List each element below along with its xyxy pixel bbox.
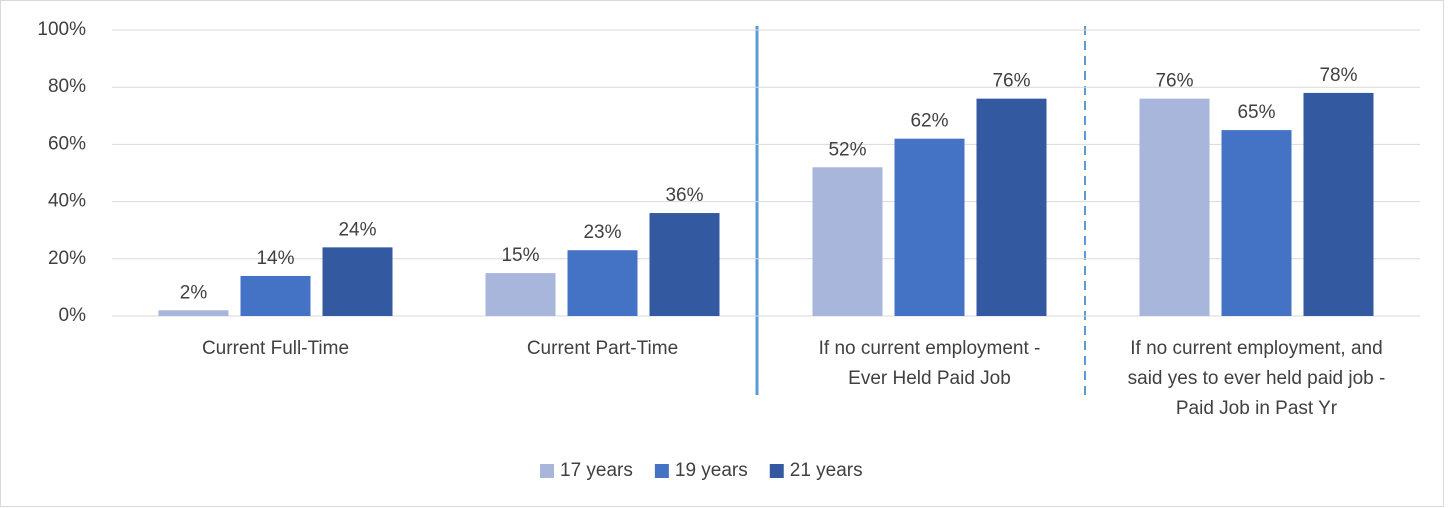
x-tick-label: If no current employment - Ever Held Pai… <box>818 338 1041 389</box>
x-tick-label: If no current employment, and said yes t… <box>1127 338 1386 419</box>
bar <box>976 98 1047 316</box>
data-label: 15% <box>501 245 539 266</box>
bar <box>240 275 311 316</box>
data-label: 36% <box>665 185 703 206</box>
bar <box>1221 130 1292 316</box>
bar <box>158 310 229 316</box>
x-tick-label: Current Part-Time <box>526 338 679 359</box>
y-tick-label: 40% <box>48 191 86 212</box>
data-label: 23% <box>583 222 621 243</box>
y-tick-label: 0% <box>59 305 87 326</box>
x-tick-label: Current Full-Time <box>201 338 350 359</box>
legend-swatch <box>540 464 554 478</box>
bar <box>322 247 393 316</box>
y-tick-label: 80% <box>48 76 86 97</box>
legend-swatch <box>654 464 669 478</box>
legend-swatch <box>769 464 784 478</box>
y-tick-label: 60% <box>48 133 86 154</box>
data-label: 76% <box>992 71 1030 92</box>
legend-label: 19 years <box>675 460 748 481</box>
data-label: 52% <box>828 139 866 160</box>
data-label: 14% <box>256 248 294 269</box>
bar <box>812 167 883 316</box>
data-label: 76% <box>1155 71 1193 92</box>
data-label: 62% <box>910 111 948 132</box>
bar <box>485 273 556 316</box>
y-tick-label: 20% <box>48 248 86 269</box>
bar <box>649 213 720 316</box>
bar <box>1139 98 1210 316</box>
legend-label: 17 years <box>560 460 633 481</box>
y-tick-label: 100% <box>37 19 86 40</box>
data-label: 24% <box>338 219 376 240</box>
bar <box>894 138 965 316</box>
data-label: 78% <box>1319 65 1357 86</box>
legend-label: 21 years <box>790 460 863 481</box>
data-label: 65% <box>1237 102 1275 123</box>
bar <box>567 250 638 316</box>
data-label: 2% <box>180 282 208 303</box>
bar <box>1303 92 1374 316</box>
